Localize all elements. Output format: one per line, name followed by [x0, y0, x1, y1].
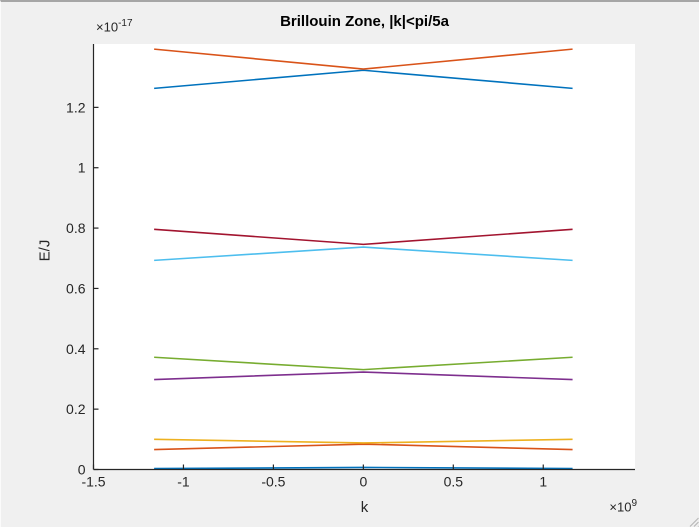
y-tick-label: 0.2 — [66, 401, 86, 417]
band-line-3 — [154, 438, 573, 444]
y-exponent-power: -17 — [118, 18, 133, 29]
window-resize-grip[interactable] — [685, 513, 699, 527]
x-tick-label: -0.5 — [261, 474, 285, 490]
x-tick-label: 0 — [359, 474, 367, 490]
x-exponent-base: ×10 — [609, 499, 632, 515]
y-axis-exponent: ×10-17 — [96, 18, 133, 34]
y-tick-label: 0 — [78, 462, 86, 478]
band-line-2 — [154, 443, 573, 451]
band-line-8 — [154, 69, 573, 90]
band-line-9 — [154, 48, 573, 70]
band-line-7 — [154, 228, 573, 246]
band-line-4 — [154, 371, 573, 381]
x-axis-label: k — [360, 499, 369, 516]
y-axis-label: E/J — [36, 239, 54, 262]
y-tick-label: 1 — [78, 160, 86, 176]
y-tick-label: 0.6 — [66, 280, 86, 296]
band-line-6 — [154, 246, 573, 262]
x-exponent-power: 9 — [631, 498, 637, 509]
y-tick-label: 0.4 — [66, 341, 86, 357]
x-tick-label: -1.5 — [81, 474, 105, 490]
x-axis-exponent: ×109 — [561, 498, 637, 514]
y-exponent-base: ×10 — [96, 19, 119, 35]
y-tick-label: 1.2 — [66, 99, 86, 115]
x-tick-label: 0.5 — [444, 474, 464, 490]
y-tick-label: 0.8 — [66, 220, 86, 236]
chart-title: Brillouin Zone, |k|<pi/5a — [280, 13, 449, 30]
band-line-5 — [154, 356, 573, 371]
x-tick-label: -1 — [177, 474, 190, 490]
x-tick-label: 1 — [539, 474, 547, 490]
plot-area-background — [93, 44, 635, 470]
